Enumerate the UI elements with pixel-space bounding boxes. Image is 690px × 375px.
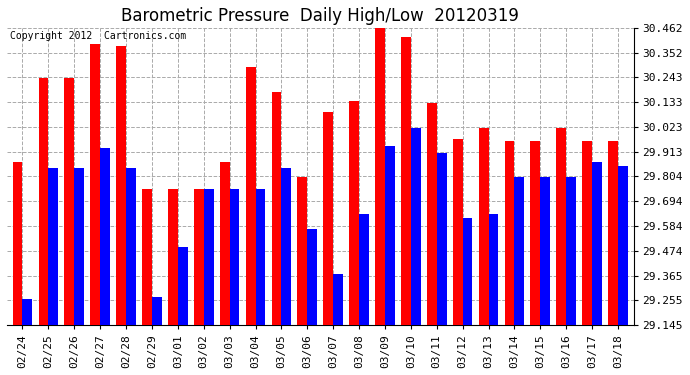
Bar — [618, 166, 628, 325]
Bar — [12, 162, 23, 325]
Bar — [359, 213, 369, 325]
Bar — [282, 168, 291, 325]
Bar — [479, 128, 489, 325]
Bar — [608, 141, 618, 325]
Bar — [220, 162, 230, 325]
Bar — [566, 177, 576, 325]
Bar — [272, 92, 282, 325]
Bar — [48, 168, 58, 325]
Bar — [100, 148, 110, 325]
Bar — [453, 139, 462, 325]
Bar — [142, 189, 152, 325]
Bar — [307, 229, 317, 325]
Bar — [427, 103, 437, 325]
Bar — [152, 297, 161, 325]
Bar — [385, 146, 395, 325]
Bar — [582, 141, 592, 325]
Bar — [515, 177, 524, 325]
Bar — [246, 67, 255, 325]
Title: Barometric Pressure  Daily High/Low  20120319: Barometric Pressure Daily High/Low 20120… — [121, 7, 519, 25]
Bar — [116, 46, 126, 325]
Bar — [255, 189, 266, 325]
Bar — [324, 112, 333, 325]
Bar — [437, 153, 446, 325]
Bar — [462, 218, 473, 325]
Bar — [504, 141, 515, 325]
Bar — [401, 38, 411, 325]
Bar — [556, 128, 566, 325]
Bar — [204, 189, 214, 325]
Text: Copyright 2012  Cartronics.com: Copyright 2012 Cartronics.com — [10, 31, 186, 41]
Bar — [194, 189, 204, 325]
Bar — [592, 162, 602, 325]
Bar — [23, 299, 32, 325]
Bar — [489, 213, 498, 325]
Bar — [375, 28, 385, 325]
Bar — [411, 128, 421, 325]
Bar — [75, 168, 84, 325]
Bar — [64, 78, 75, 325]
Bar — [126, 168, 136, 325]
Bar — [531, 141, 540, 325]
Bar — [178, 248, 188, 325]
Bar — [540, 177, 550, 325]
Bar — [297, 177, 307, 325]
Bar — [230, 189, 239, 325]
Bar — [168, 189, 178, 325]
Bar — [349, 100, 359, 325]
Bar — [90, 44, 100, 325]
Bar — [39, 78, 48, 325]
Bar — [333, 274, 343, 325]
